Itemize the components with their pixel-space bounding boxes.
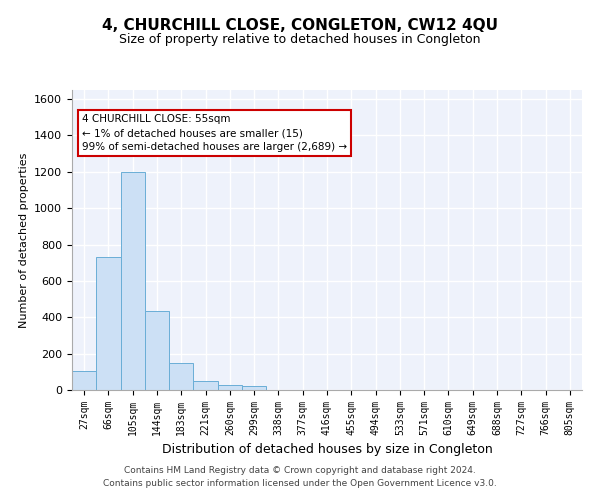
Bar bbox=[145, 311, 169, 390]
Bar bbox=[96, 258, 121, 390]
Text: 4 CHURCHILL CLOSE: 55sqm
← 1% of detached houses are smaller (15)
99% of semi-de: 4 CHURCHILL CLOSE: 55sqm ← 1% of detache… bbox=[82, 114, 347, 152]
Bar bbox=[242, 386, 266, 390]
Text: 4, CHURCHILL CLOSE, CONGLETON, CW12 4QU: 4, CHURCHILL CLOSE, CONGLETON, CW12 4QU bbox=[102, 18, 498, 32]
Text: Size of property relative to detached houses in Congleton: Size of property relative to detached ho… bbox=[119, 32, 481, 46]
Bar bbox=[169, 362, 193, 390]
Bar bbox=[121, 172, 145, 390]
Bar bbox=[72, 371, 96, 390]
X-axis label: Distribution of detached houses by size in Congleton: Distribution of detached houses by size … bbox=[161, 444, 493, 456]
Bar bbox=[218, 384, 242, 390]
Text: Contains HM Land Registry data © Crown copyright and database right 2024.
Contai: Contains HM Land Registry data © Crown c… bbox=[103, 466, 497, 487]
Y-axis label: Number of detached properties: Number of detached properties bbox=[19, 152, 29, 328]
Bar bbox=[193, 381, 218, 390]
